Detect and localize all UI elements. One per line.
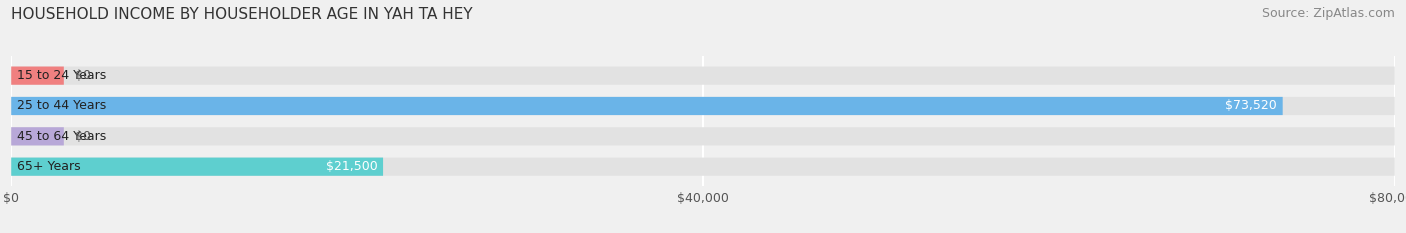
FancyBboxPatch shape	[11, 158, 1395, 176]
FancyBboxPatch shape	[11, 97, 1395, 115]
Text: $21,500: $21,500	[326, 160, 378, 173]
Text: $0: $0	[75, 69, 91, 82]
FancyBboxPatch shape	[11, 67, 63, 85]
FancyBboxPatch shape	[11, 127, 1395, 145]
Text: $73,520: $73,520	[1226, 99, 1277, 113]
Text: HOUSEHOLD INCOME BY HOUSEHOLDER AGE IN YAH TA HEY: HOUSEHOLD INCOME BY HOUSEHOLDER AGE IN Y…	[11, 7, 472, 22]
Text: 25 to 44 Years: 25 to 44 Years	[17, 99, 105, 113]
Text: Source: ZipAtlas.com: Source: ZipAtlas.com	[1261, 7, 1395, 20]
Text: 15 to 24 Years: 15 to 24 Years	[17, 69, 105, 82]
FancyBboxPatch shape	[11, 158, 382, 176]
Text: $0: $0	[75, 130, 91, 143]
Text: 45 to 64 Years: 45 to 64 Years	[17, 130, 105, 143]
FancyBboxPatch shape	[11, 97, 1282, 115]
FancyBboxPatch shape	[11, 127, 63, 145]
Text: 65+ Years: 65+ Years	[17, 160, 80, 173]
FancyBboxPatch shape	[11, 67, 1395, 85]
